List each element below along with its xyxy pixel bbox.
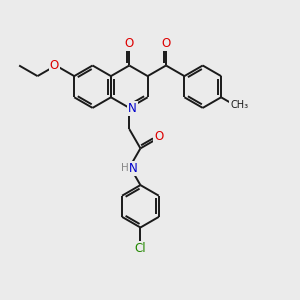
Text: O: O: [161, 37, 171, 50]
Text: O: O: [125, 37, 134, 50]
Text: N: N: [128, 102, 136, 115]
Text: O: O: [154, 130, 164, 143]
Text: N: N: [129, 162, 138, 175]
Text: H: H: [121, 163, 128, 173]
Text: O: O: [50, 59, 59, 72]
Text: Cl: Cl: [135, 242, 146, 255]
Text: CH₃: CH₃: [230, 100, 248, 110]
